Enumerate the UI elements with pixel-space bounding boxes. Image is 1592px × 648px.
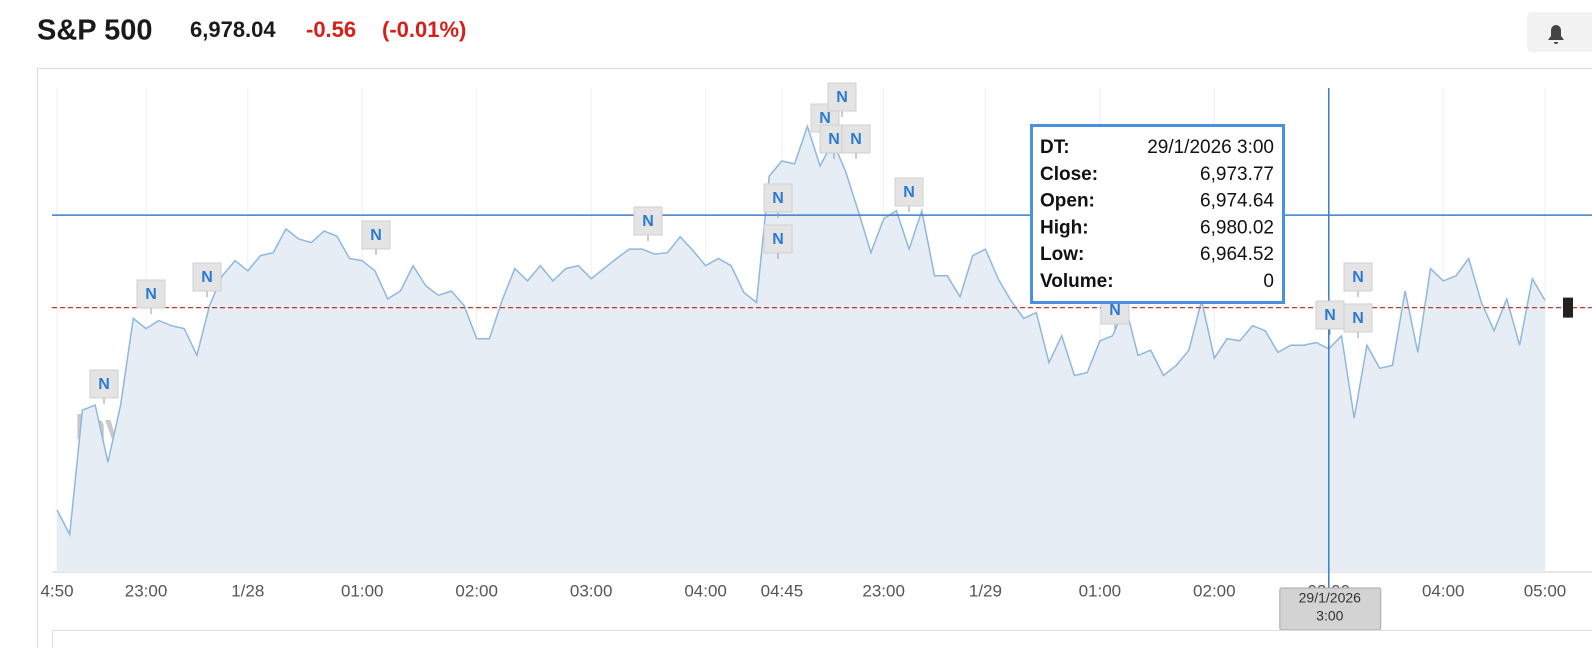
news-marker-label: N	[98, 376, 110, 393]
news-marker-label: N	[1352, 310, 1364, 327]
x-tick-label: 4:50	[40, 581, 73, 600]
chart-frame	[37, 68, 1592, 648]
x-tick-label: 01:00	[341, 581, 384, 600]
x-tick-label: 01:00	[1079, 581, 1122, 600]
bell-icon[interactable]	[1548, 25, 1564, 44]
area	[57, 126, 1545, 573]
x-tick-label: 1/28	[231, 581, 264, 600]
news-marker-label: N	[1324, 307, 1336, 324]
tooltip-label: High:	[1040, 217, 1089, 238]
news-marker-label: N	[903, 184, 915, 201]
tooltip-value: 6,980.02	[1200, 217, 1274, 238]
x-tick-label: 02:00	[1193, 581, 1236, 600]
news-marker-label: N	[850, 131, 862, 148]
news-marker-label: N	[1109, 302, 1121, 319]
tooltip-value: 6,973.77	[1200, 164, 1274, 185]
news-marker-label: N	[145, 286, 157, 303]
x-tick-label: 04:00	[684, 581, 727, 600]
news-marker[interactable]	[763, 224, 793, 254]
news-marker[interactable]	[841, 124, 871, 154]
news-marker-label: N	[836, 89, 848, 106]
x-tick-label: 04:45	[761, 581, 804, 600]
news-marker-label: N	[819, 110, 831, 127]
news-marker-label: N	[772, 231, 784, 248]
change-percent: (-0.01%)	[382, 17, 466, 42]
news-marker-label: N	[828, 131, 840, 148]
news-marker-label: N	[642, 213, 654, 230]
tooltip-box	[1030, 124, 1285, 304]
news-marker[interactable]	[1343, 303, 1373, 333]
news-marker[interactable]	[1343, 262, 1373, 292]
crosshair-label: 3:00	[1316, 608, 1343, 624]
news-marker-label: N	[1352, 269, 1364, 286]
tooltip-value: 29/1/2026 3:00	[1147, 137, 1274, 158]
tooltip-label: Close:	[1040, 164, 1098, 185]
news-marker[interactable]	[633, 206, 663, 236]
tooltip-value: 6,964.52	[1200, 244, 1274, 265]
news-marker[interactable]	[89, 369, 119, 399]
news-marker[interactable]	[136, 279, 166, 309]
x-tick-label: 05:00	[1524, 581, 1567, 600]
tooltip-value: 0	[1263, 271, 1274, 292]
x-tick-label: 03:00	[570, 581, 613, 600]
plot-area: Investing.com4:5023:001/2801:0002:0003:0…	[40, 88, 1592, 600]
tooltip-label: Volume:	[1040, 271, 1114, 292]
tooltip-label: Open:	[1040, 191, 1095, 212]
news-marker-label: N	[370, 227, 382, 244]
x-tick-label: 04:00	[1422, 581, 1465, 600]
news-marker[interactable]	[192, 262, 222, 292]
navigator[interactable]	[52, 630, 1592, 648]
news-marker[interactable]	[361, 220, 391, 250]
news-marker-label: N	[772, 190, 784, 207]
news-marker-label: N	[201, 269, 213, 286]
crosshair-label: 29/1/2026	[1299, 590, 1361, 606]
instrument-title: S&P 500	[37, 15, 153, 47]
news-marker[interactable]	[763, 183, 793, 213]
x-tick-label: 23:00	[125, 581, 168, 600]
news-marker[interactable]	[827, 82, 857, 112]
x-tick-label: 23:00	[862, 581, 905, 600]
tooltip-label: Low:	[1040, 244, 1084, 265]
price-tag	[1563, 297, 1573, 318]
tooltip-value: 6,974.64	[1200, 191, 1274, 212]
price: 6,978.04	[190, 17, 276, 42]
line	[56, 123, 1546, 537]
change: -0.56	[306, 17, 356, 42]
news-marker[interactable]	[1315, 300, 1345, 330]
x-tick-label: 02:00	[455, 581, 498, 600]
news-marker[interactable]	[894, 177, 924, 207]
tooltip-label: DT:	[1040, 137, 1070, 158]
x-tick-label: 1/29	[969, 581, 1002, 600]
